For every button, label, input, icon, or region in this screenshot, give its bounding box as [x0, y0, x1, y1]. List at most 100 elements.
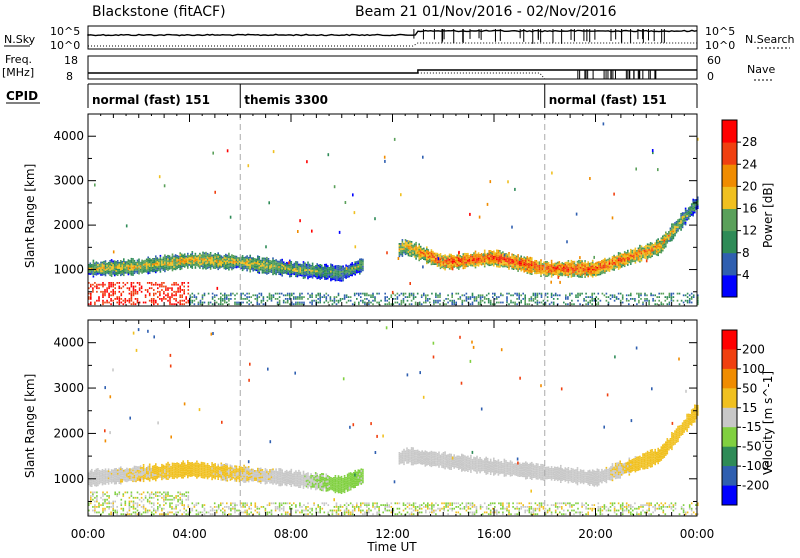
echo-cell — [233, 266, 235, 268]
echo-cell — [313, 268, 315, 270]
echo-cell — [152, 262, 154, 264]
echo-cell — [505, 260, 507, 262]
echo-cell — [402, 252, 404, 254]
echo-cell — [362, 261, 364, 263]
echo-cell — [530, 273, 532, 275]
echo-cell — [149, 272, 151, 274]
echo-cell — [291, 275, 293, 277]
echo-cell — [618, 263, 620, 265]
echo-cell — [446, 265, 448, 267]
ground-cell — [687, 293, 689, 295]
ground-cell — [370, 294, 372, 296]
echo-cell — [192, 473, 194, 475]
echo-cell — [100, 262, 102, 264]
echo-cell — [332, 271, 334, 273]
echo-cell — [99, 472, 101, 474]
ground-cell — [669, 296, 671, 298]
echo-cell — [464, 267, 466, 269]
ground-cell — [537, 294, 539, 296]
ground-cell — [145, 302, 147, 304]
echo-cell — [400, 254, 402, 256]
echo-cell — [476, 263, 478, 265]
echo-cell — [304, 277, 306, 279]
ground-cell — [173, 298, 175, 300]
ground-cell — [157, 291, 159, 293]
echo-cell — [265, 268, 267, 270]
echo-cell — [356, 263, 358, 265]
echo-cell — [399, 254, 401, 256]
ground-cell — [397, 296, 399, 298]
echo-cell — [198, 257, 200, 259]
echo-cell — [533, 267, 535, 269]
echo-cell — [432, 253, 434, 255]
echo-cell — [361, 267, 363, 269]
echo-cell — [176, 266, 178, 268]
ground-cell — [220, 300, 222, 302]
echo-cell — [249, 269, 251, 271]
echo-cell — [141, 263, 143, 265]
echo-cell — [208, 259, 210, 261]
echo-cell — [211, 258, 213, 260]
echo-cell — [490, 250, 492, 252]
echo-cell — [143, 262, 145, 264]
echo-cell — [91, 266, 93, 268]
ground-cell — [307, 293, 309, 295]
echo-cell — [112, 471, 114, 473]
ground-cell — [171, 287, 173, 289]
ground-cell — [326, 300, 328, 302]
echo-cell — [402, 243, 404, 245]
echo-cell — [523, 256, 525, 258]
echo-cell — [335, 271, 337, 273]
ground-cell — [644, 294, 646, 296]
ground-cell — [131, 300, 133, 302]
echo-cell — [332, 270, 334, 272]
echo-cell — [198, 255, 200, 257]
echo-cell — [673, 232, 675, 234]
echo-cell — [600, 261, 602, 263]
ground-cell — [175, 282, 177, 284]
scatter-cell — [438, 257, 440, 260]
echo-cell — [520, 263, 522, 265]
echo-cell — [552, 269, 554, 271]
echo-cell — [324, 273, 326, 275]
echo-cell — [131, 265, 133, 267]
echo-cell — [571, 276, 573, 278]
echo-cell — [132, 477, 134, 479]
echo-cell — [144, 468, 146, 470]
echo-cell — [514, 257, 516, 259]
echo-cell — [283, 263, 285, 265]
echo-cell — [233, 262, 235, 264]
echo-cell — [664, 243, 666, 245]
echo-cell — [335, 274, 337, 276]
echo-cell — [411, 252, 413, 254]
echo-cell — [307, 267, 309, 269]
ground-cell — [691, 302, 693, 304]
echo-cell — [345, 265, 347, 267]
echo-cell — [147, 267, 149, 269]
echo-cell — [539, 270, 541, 272]
echo-cell — [641, 249, 643, 251]
echo-cell — [147, 271, 149, 273]
echo-cell — [147, 475, 149, 477]
echo-cell — [604, 267, 606, 269]
echo-cell — [622, 264, 624, 266]
ground-cell — [594, 293, 596, 295]
echo-cell — [178, 472, 180, 474]
echo-cell — [409, 248, 411, 250]
nave-tick-high: 60 — [707, 54, 721, 67]
echo-cell — [353, 273, 355, 275]
ground-cell — [577, 296, 579, 298]
echo-cell — [476, 255, 478, 257]
echo-cell — [499, 255, 501, 257]
echo-cell — [196, 257, 198, 259]
echo-cell — [123, 260, 125, 262]
echo-cell — [339, 269, 341, 271]
echo-cell — [682, 218, 684, 220]
ground-cell — [388, 298, 390, 300]
echo-cell — [216, 254, 218, 256]
echo-cell — [150, 266, 152, 268]
echo-cell — [292, 273, 294, 275]
echo-cell — [423, 255, 425, 257]
echo-cell — [112, 470, 114, 472]
echo-cell — [572, 261, 574, 263]
